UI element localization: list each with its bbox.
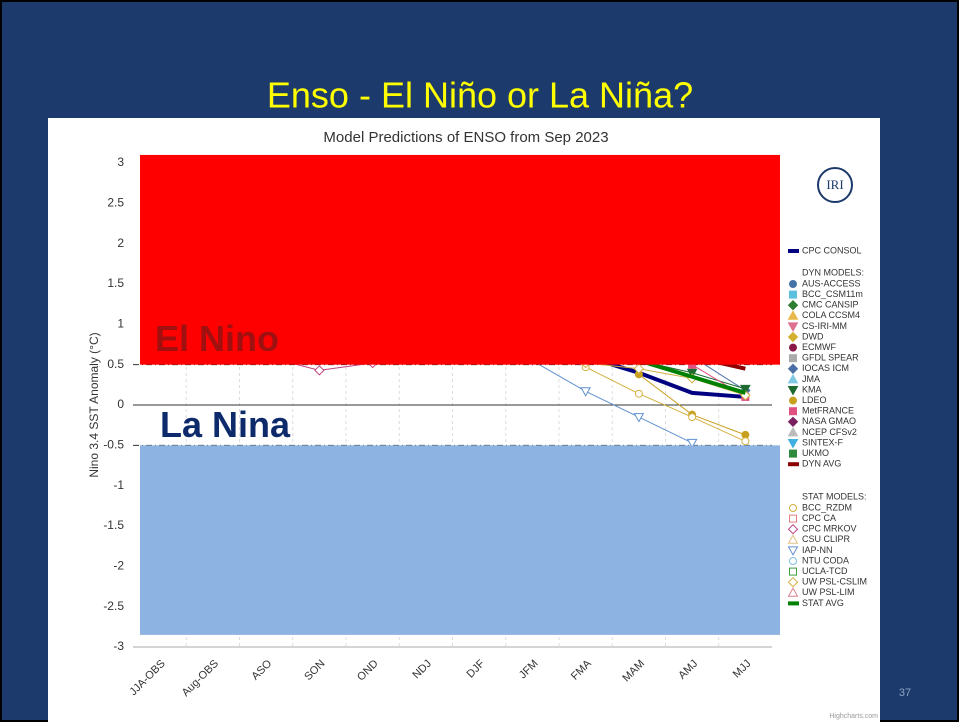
legend-swatch [789, 449, 797, 458]
legend-label: DYN AVG [802, 459, 841, 469]
legend-label: STAT AVG [802, 598, 844, 608]
legend-label: BCC_CSM11m [802, 289, 863, 299]
legend-label: UW PSL-CSLIM [802, 577, 867, 587]
legend-swatch [787, 386, 799, 396]
y-tick-label: -1.5 [103, 518, 124, 532]
series-line [585, 366, 746, 442]
legend-swatch [787, 299, 799, 311]
band-label: El Nino [155, 318, 279, 359]
legend-swatch [787, 373, 799, 384]
legend-label: NCEP CFSv2 [802, 427, 857, 437]
series-line [532, 360, 693, 444]
legend-label: BCC_RZDM [802, 502, 852, 512]
y-tick-label: -3 [113, 639, 124, 653]
legend-swatch [789, 280, 797, 288]
y-tick-label: -1 [113, 478, 124, 492]
legend-swatch [787, 439, 799, 449]
legend-label: NASA GMAO [802, 416, 856, 426]
y-tick-label: -0.5 [103, 438, 124, 452]
legend-label: IAP-NN [802, 545, 833, 555]
legend-label: JMA [802, 374, 820, 384]
slide-title: Enso - El Niño or La Niña? [267, 75, 693, 116]
point [580, 387, 591, 397]
legend-label: ECMWF [802, 342, 836, 352]
legend-swatch [787, 523, 799, 535]
legend-swatch [787, 363, 799, 375]
y-tick-label: 0.5 [107, 357, 124, 371]
band [140, 445, 780, 635]
legend-label: CMC CANSIP [802, 300, 859, 310]
legend-swatch [789, 407, 797, 416]
y-tick-label: 1 [117, 317, 124, 331]
series-line [638, 358, 746, 395]
page-number: 37 [899, 687, 911, 699]
legend-heading: STAT MODELS: [802, 491, 867, 501]
legend-label: GFDL SPEAR [802, 353, 859, 363]
legend-label: COLA CCSM4 [802, 310, 860, 320]
y-tick-label: 3 [117, 155, 124, 169]
legend-heading: DYN MODELS: [802, 267, 864, 277]
legend-label: IOCAS ICM [802, 363, 849, 373]
point [633, 413, 645, 423]
legend-label: UKMO [802, 448, 829, 458]
y-tick-label: 2.5 [107, 196, 124, 210]
legend-swatch [787, 322, 799, 332]
legend-swatch [787, 416, 799, 428]
credit: Highcharts.com [829, 713, 878, 720]
legend-swatch [787, 576, 799, 588]
legend-label: CSU CLIPR [802, 534, 851, 544]
logo [817, 167, 853, 203]
point [314, 365, 325, 376]
legend-label: CPC MRKOV [802, 524, 857, 534]
legend-label: CS-IRI-MM [802, 321, 847, 331]
legend-label: SINTEX-F [802, 437, 844, 447]
band [140, 154, 780, 365]
legend-label: CPC CONSOL [802, 245, 862, 255]
y-tick-label: -2.5 [103, 599, 124, 613]
band-label: La Nina [160, 404, 291, 445]
legend-swatch [787, 310, 799, 320]
legend-swatch [789, 514, 797, 523]
legend-label: CPC CA [802, 513, 836, 523]
logo-text: IRI [826, 177, 843, 192]
point [633, 363, 645, 374]
point [741, 437, 750, 446]
legend-swatch [789, 290, 797, 299]
legend-swatch [789, 354, 797, 363]
legend-label: KMA [802, 384, 822, 394]
legend-swatch [789, 557, 797, 565]
legend-swatch [789, 396, 797, 405]
point [688, 413, 697, 422]
legend-swatch [789, 567, 797, 576]
y-tick-label: -2 [113, 559, 124, 573]
legend-swatch [787, 534, 799, 544]
y-tick-label: 1.5 [107, 276, 124, 290]
point [741, 430, 750, 439]
legend-label: AUS-ACCESS [802, 278, 861, 288]
y-tick-label: 0 [117, 397, 124, 411]
legend-swatch [787, 546, 799, 556]
chart-title: Model Predictions of ENSO from Sep 2023 [323, 129, 608, 146]
legend-swatch [787, 426, 799, 437]
legend-label: DWD [802, 331, 824, 341]
legend-label: LDEO [802, 395, 827, 405]
legend-swatch [789, 343, 797, 352]
legend-label: MetFRANCE [802, 406, 854, 416]
point [686, 438, 698, 449]
point [634, 389, 643, 398]
y-tick-label: 2 [117, 236, 124, 250]
legend-label: NTU CODA [802, 555, 849, 565]
legend-swatch [789, 504, 797, 512]
legend-swatch [787, 587, 799, 597]
legend-label: UW PSL-LIM [802, 587, 855, 597]
legend-swatch [787, 331, 799, 343]
legend-label: UCLA-TCD [802, 566, 848, 576]
y-axis-label: Nino 3.4 SST Anomaly (°C) [87, 332, 101, 477]
point [740, 384, 751, 395]
